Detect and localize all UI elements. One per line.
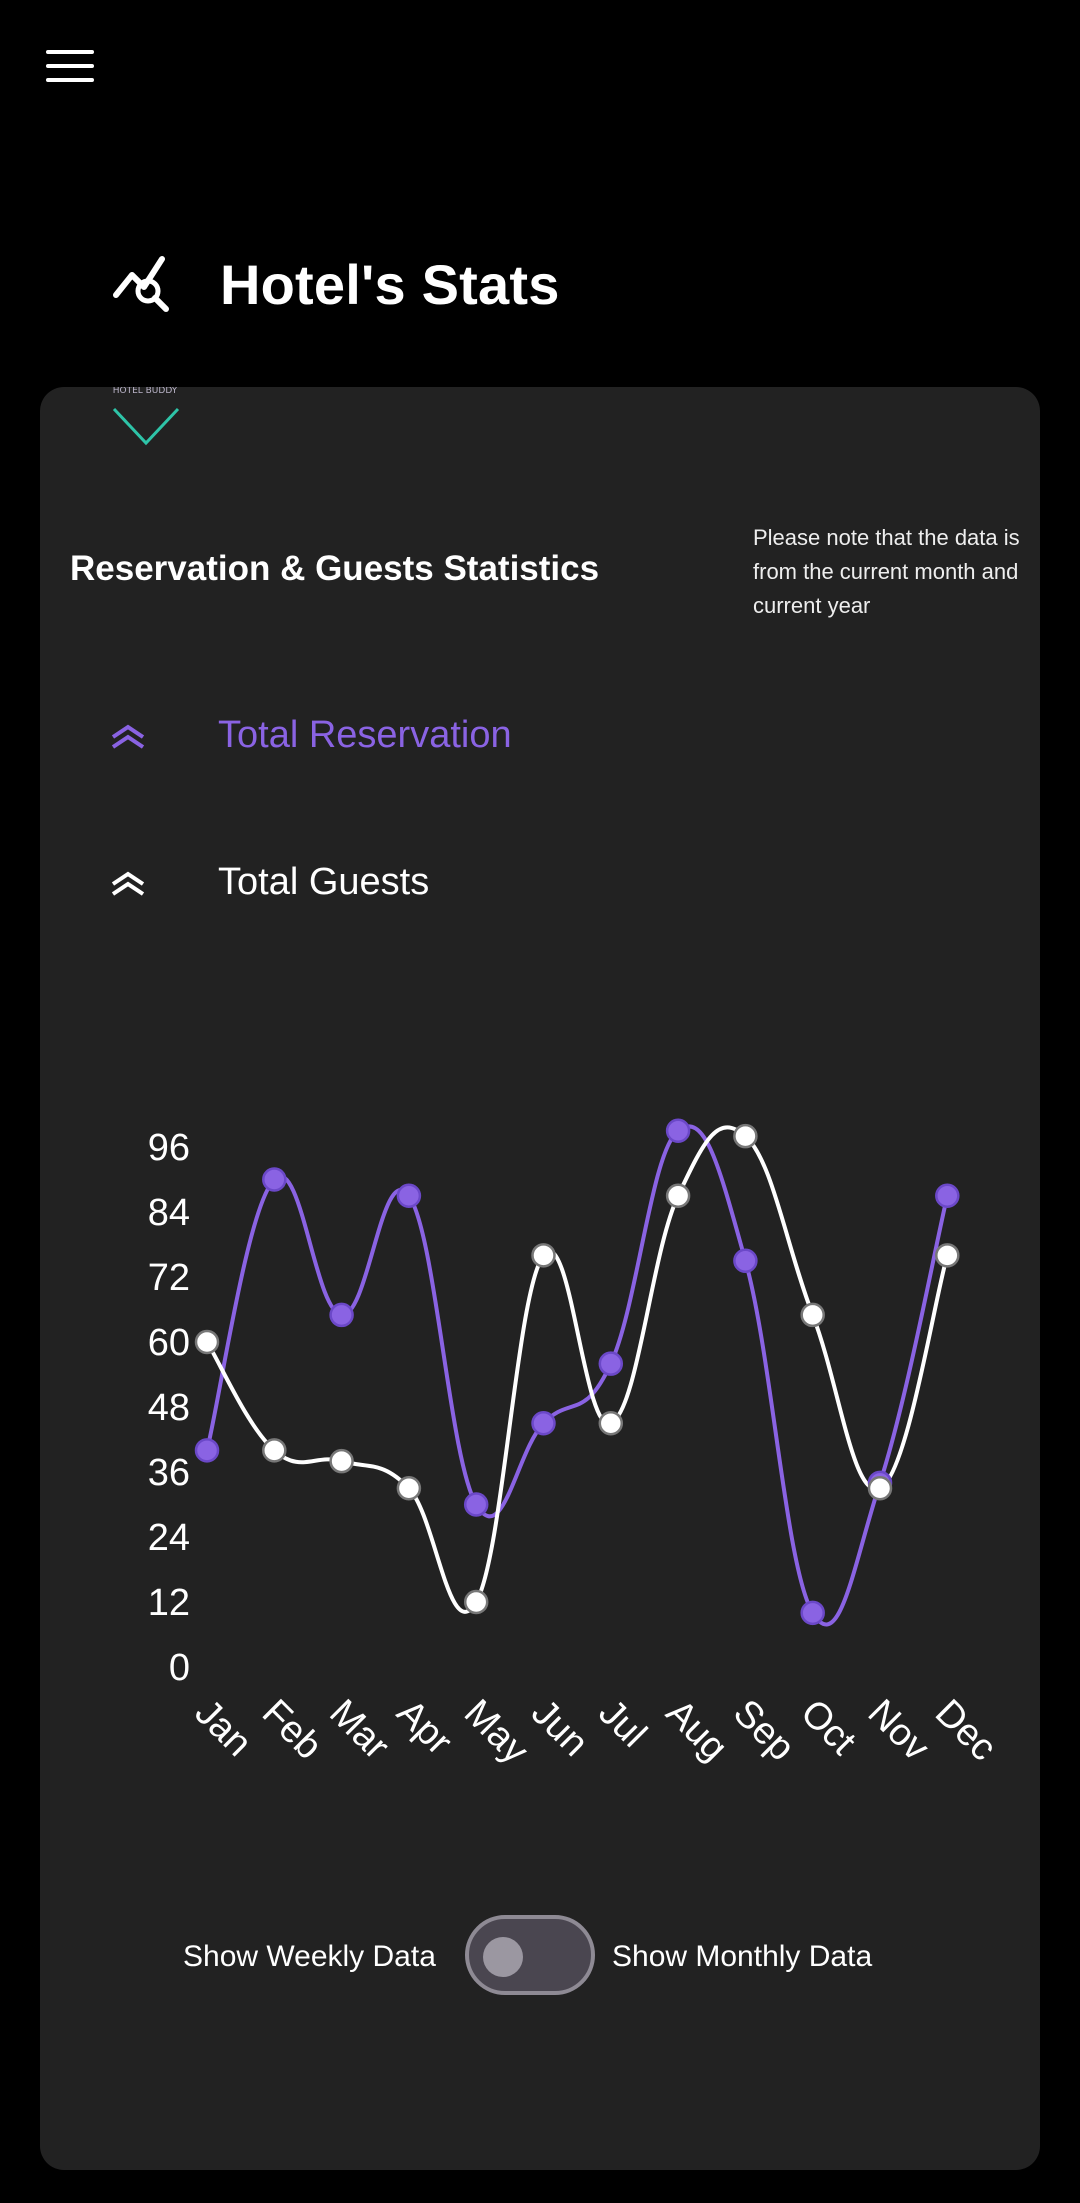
- toggle-knob: [483, 1937, 523, 1977]
- data-point-total-reservation[interactable]: [665, 1118, 691, 1143]
- data-point-total-reservation[interactable]: [463, 1492, 489, 1517]
- data-point-total-reservation[interactable]: [598, 1351, 624, 1376]
- trend-up-icon: [111, 871, 145, 896]
- hamburger-menu-icon[interactable]: [46, 46, 98, 86]
- weekly-label: Show Weekly Data: [183, 1940, 436, 1973]
- svg-text:HOTEL BUDDY: HOTEL BUDDY: [113, 387, 178, 396]
- legend-label: Total Reservation: [218, 714, 512, 756]
- monthly-label: Show Monthly Data: [612, 1940, 873, 1973]
- hotel-buddy-logo: HOTEL BUDDY: [113, 387, 180, 446]
- menu-line: [46, 64, 94, 68]
- data-point-total-guests[interactable]: [665, 1183, 691, 1208]
- x-tick-label: Aug: [658, 1692, 736, 1770]
- data-point-total-guests[interactable]: [733, 1123, 758, 1149]
- data-note: Please note that the data is from the cu…: [753, 525, 1020, 618]
- trend-up-icon: [111, 724, 145, 749]
- data-point-total-guests[interactable]: [935, 1243, 960, 1268]
- menu-line: [46, 78, 94, 82]
- menu-line: [46, 50, 94, 54]
- x-tick-label: Nov: [860, 1692, 937, 1769]
- y-tick-label: 36: [148, 1452, 190, 1494]
- data-point-total-reservation[interactable]: [262, 1167, 287, 1192]
- y-tick-label: 0: [169, 1647, 190, 1689]
- data-point-total-guests[interactable]: [867, 1476, 893, 1501]
- legend-label: Total Guests: [218, 861, 430, 903]
- analytics-icon: [113, 256, 169, 312]
- y-tick-label: 84: [148, 1192, 190, 1234]
- y-tick-label: 72: [148, 1257, 190, 1299]
- series-line-total-guests: [205, 1125, 950, 1614]
- page-header: Hotel's Stats: [112, 248, 560, 320]
- y-tick-label: 48: [148, 1387, 190, 1429]
- stats-card: HOTEL BUDDY Reservation & Guests Statist…: [40, 387, 1040, 2170]
- x-tick-label: Mar: [321, 1692, 397, 1768]
- data-point-total-reservation[interactable]: [396, 1183, 422, 1208]
- x-tick-label: Sep: [725, 1692, 803, 1770]
- section-title: Reservation & Guests Statistics: [70, 549, 600, 588]
- data-point-total-reservation[interactable]: [800, 1600, 825, 1626]
- data-point-total-reservation[interactable]: [733, 1248, 758, 1273]
- x-tick-label: May: [456, 1692, 536, 1772]
- data-point-total-reservation[interactable]: [329, 1302, 354, 1328]
- y-tick-label: 24: [148, 1517, 190, 1559]
- legend-total-reservation[interactable]: Total Reservation: [110, 714, 512, 757]
- data-point-total-reservation[interactable]: [194, 1438, 220, 1463]
- data-point-total-guests[interactable]: [329, 1448, 354, 1474]
- data-point-total-guests[interactable]: [531, 1243, 556, 1268]
- data-point-total-reservation[interactable]: [531, 1411, 556, 1436]
- series-line-total-reservation: [205, 1124, 950, 1627]
- data-point-total-guests[interactable]: [463, 1589, 489, 1615]
- page-title: Hotel's Stats: [220, 252, 560, 316]
- x-tick-label: Oct: [792, 1692, 864, 1764]
- y-tick-label: 96: [148, 1127, 190, 1169]
- data-period-toggle-row: Show Weekly Data Show Monthly Data: [40, 1915, 1040, 2005]
- y-tick-label: 60: [148, 1322, 190, 1364]
- period-toggle-switch[interactable]: [465, 1915, 595, 1995]
- data-point-total-reservation[interactable]: [935, 1183, 960, 1208]
- data-point-total-guests[interactable]: [598, 1411, 624, 1436]
- x-tick-label: Jun: [523, 1692, 596, 1765]
- data-point-total-guests[interactable]: [396, 1476, 422, 1501]
- x-tick-label: Jan: [187, 1692, 260, 1765]
- x-tick-label: Dec: [927, 1692, 1004, 1769]
- x-tick-label: Feb: [254, 1692, 330, 1768]
- data-point-total-guests[interactable]: [800, 1302, 825, 1328]
- legend-total-guests[interactable]: Total Guests: [110, 861, 429, 904]
- x-tick-label: Apr: [389, 1692, 461, 1764]
- x-tick-label: Jul: [590, 1692, 654, 1756]
- data-point-total-guests[interactable]: [262, 1438, 287, 1463]
- y-tick-label: 12: [148, 1582, 190, 1624]
- data-point-total-guests[interactable]: [194, 1329, 220, 1355]
